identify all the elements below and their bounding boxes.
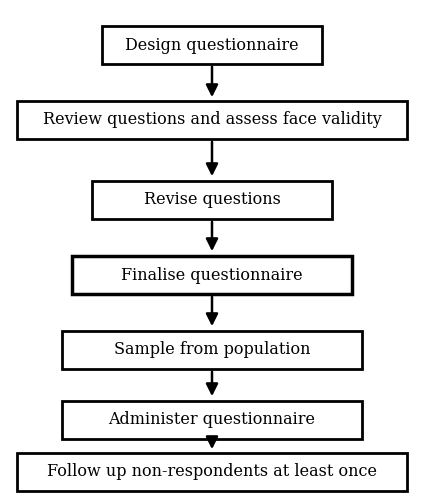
Bar [17,101,407,139]
Bar [92,181,332,219]
Text: Review questions and assess face validity: Review questions and assess face validit… [43,112,381,128]
Text: Administer questionnaire: Administer questionnaire [109,412,315,428]
Text: Follow up non-respondents at least once: Follow up non-respondents at least once [47,464,377,480]
Bar [17,453,407,491]
Text: Sample from population: Sample from population [114,342,310,358]
Text: Finalise questionnaire: Finalise questionnaire [121,266,303,283]
Bar [62,401,362,439]
Text: Revise questions: Revise questions [144,192,280,208]
Text: Design questionnaire: Design questionnaire [125,36,299,54]
Bar [102,26,322,64]
Bar [62,331,362,369]
Bar [72,256,352,294]
